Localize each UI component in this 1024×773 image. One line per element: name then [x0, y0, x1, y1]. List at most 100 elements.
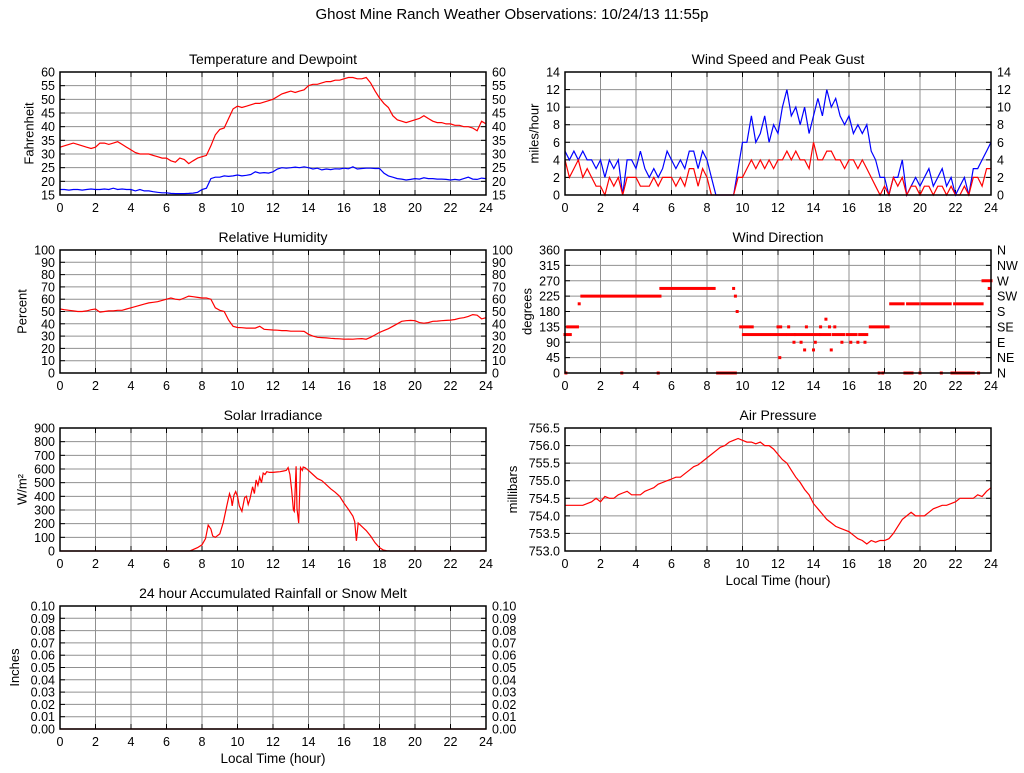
y-tick-label: 55: [41, 79, 55, 93]
y-tick-label: 0: [553, 189, 560, 203]
y-tick-label: 300: [34, 504, 55, 518]
y-tick-label: 756.0: [529, 439, 560, 453]
axis-tick-labels: 753.0 753.5 754.0 754.5 755.0 755.5 756.0 756.5…: [529, 422, 998, 572]
chart-title: Air Pressure: [739, 407, 816, 423]
y-tick-label: 0.02: [31, 698, 55, 712]
x-axis-title: Local Time (hour): [725, 573, 830, 588]
y-tick-label: 14: [546, 66, 560, 80]
chart-temperature-dewpoint: 15 15 20 20 25 25 30 30 35 35 40 40 45 45 50 50 55 55 60 60…: [0, 48, 519, 234]
y-tick-label: 0: [48, 367, 55, 381]
x-tick-label: 20: [913, 379, 927, 393]
x-tick-label: 4: [128, 557, 135, 571]
y-tick-label: 0.10: [31, 600, 55, 614]
x-tick-label: 24: [479, 735, 493, 749]
y-tick-label: 754.0: [529, 509, 560, 523]
y-tick-label-right: 40: [492, 120, 506, 134]
y-tick-label-right: 0.10: [492, 600, 516, 614]
x-tick-label: 14: [302, 201, 316, 215]
x-tick-label: 12: [266, 557, 280, 571]
y-tick-label: 60: [41, 66, 55, 80]
y-tick-label: 315: [539, 259, 560, 273]
x-tick-label: 22: [949, 379, 963, 393]
x-tick-label: 22: [444, 735, 458, 749]
y-tick-label-right: 10: [492, 354, 506, 368]
compass-label: N: [997, 244, 1006, 258]
y-axis-title: degrees: [519, 288, 534, 335]
y-tick-label: 900: [34, 422, 55, 436]
x-tick-label: 10: [231, 201, 245, 215]
x-tick-label: 6: [163, 735, 170, 749]
y-tick-label: 20: [41, 342, 55, 356]
x-tick-label: 20: [408, 735, 422, 749]
y-tick-label: 20: [41, 175, 55, 189]
x-tick-label: 10: [736, 557, 750, 571]
y-tick-label-right: 10: [997, 101, 1011, 115]
x-tick-label: 6: [668, 557, 675, 571]
y-tick-label-right: 90: [492, 256, 506, 270]
compass-label: SE: [997, 320, 1014, 334]
compass-label: W: [997, 274, 1009, 288]
x-axis-title: Local Time (hour): [220, 751, 325, 766]
grid: [59, 427, 487, 552]
tick-marks: [59, 249, 487, 374]
x-tick-label: 2: [92, 201, 99, 215]
x-tick-label: 2: [92, 379, 99, 393]
y-tick-label-right: 4: [997, 153, 1004, 167]
x-tick-label: 0: [57, 201, 64, 215]
y-tick-label: 800: [34, 435, 55, 449]
y-tick-label: 0.08: [31, 624, 55, 638]
y-tick-label-right: 0.00: [492, 723, 516, 737]
x-tick-label: 18: [878, 379, 892, 393]
x-tick-label: 20: [913, 201, 927, 215]
compass-label: NE: [997, 351, 1014, 365]
chart-title: Wind Speed and Peak Gust: [692, 51, 865, 67]
chart-title: 24 hour Accumulated Rainfall or Snow Mel…: [139, 585, 407, 601]
x-tick-label: 24: [479, 201, 493, 215]
x-tick-label: 8: [704, 379, 711, 393]
grid: [59, 71, 487, 196]
x-tick-label: 18: [878, 557, 892, 571]
y-tick-label: 30: [41, 330, 55, 344]
x-tick-label: 0: [57, 557, 64, 571]
x-tick-label: 22: [949, 201, 963, 215]
chart-relative-humidity: 0 0 10 10 20 20 30 30 40 40 50 50 60 60 70 70 80 80 90 90 10…: [0, 226, 519, 412]
y-tick-label-right: 0.02: [492, 698, 516, 712]
y-tick-label: 0: [553, 367, 560, 381]
series-air-pressure: [565, 437, 992, 545]
y-tick-label-right: 0.03: [492, 686, 516, 700]
x-tick-label: 24: [479, 557, 493, 571]
y-tick-label: 50: [41, 93, 55, 107]
x-tick-label: 4: [128, 735, 135, 749]
x-tick-label: 6: [668, 201, 675, 215]
plot-border: [59, 427, 487, 552]
y-axis-title: Inches: [7, 648, 22, 687]
y-tick-label: 755.5: [529, 457, 560, 471]
x-tick-label: 22: [444, 557, 458, 571]
y-tick-label: 700: [34, 449, 55, 463]
chart-solar-irradiance: 0 100 200 300 400 500 600 700 800 900 0 2 4 6 8 10 12 14 1…: [0, 404, 519, 590]
y-tick-label: 0.00: [31, 723, 55, 737]
y-tick-label: 756.5: [529, 422, 560, 436]
plot-border: [564, 427, 992, 552]
x-tick-label: 6: [163, 201, 170, 215]
x-tick-label: 22: [444, 201, 458, 215]
x-tick-label: 8: [704, 557, 711, 571]
y-tick-label-right: 30: [492, 148, 506, 162]
y-axis-title: millibars: [505, 465, 520, 513]
x-tick-label: 20: [913, 557, 927, 571]
x-tick-label: 14: [807, 379, 821, 393]
x-tick-label: 16: [337, 735, 351, 749]
chart-svg-rainfall: 0.00 0.000.01 0.010.02 0.020.03 0.030.04 0.04…: [7, 585, 516, 766]
y-tick-label-right: 8: [997, 118, 1004, 132]
x-tick-label: 2: [597, 557, 604, 571]
x-tick-label: 6: [163, 379, 170, 393]
y-tick-label-right: 55: [492, 79, 506, 93]
x-tick-label: 12: [266, 201, 280, 215]
x-tick-label: 14: [302, 557, 316, 571]
x-tick-label: 8: [704, 201, 711, 215]
x-tick-label: 20: [408, 201, 422, 215]
